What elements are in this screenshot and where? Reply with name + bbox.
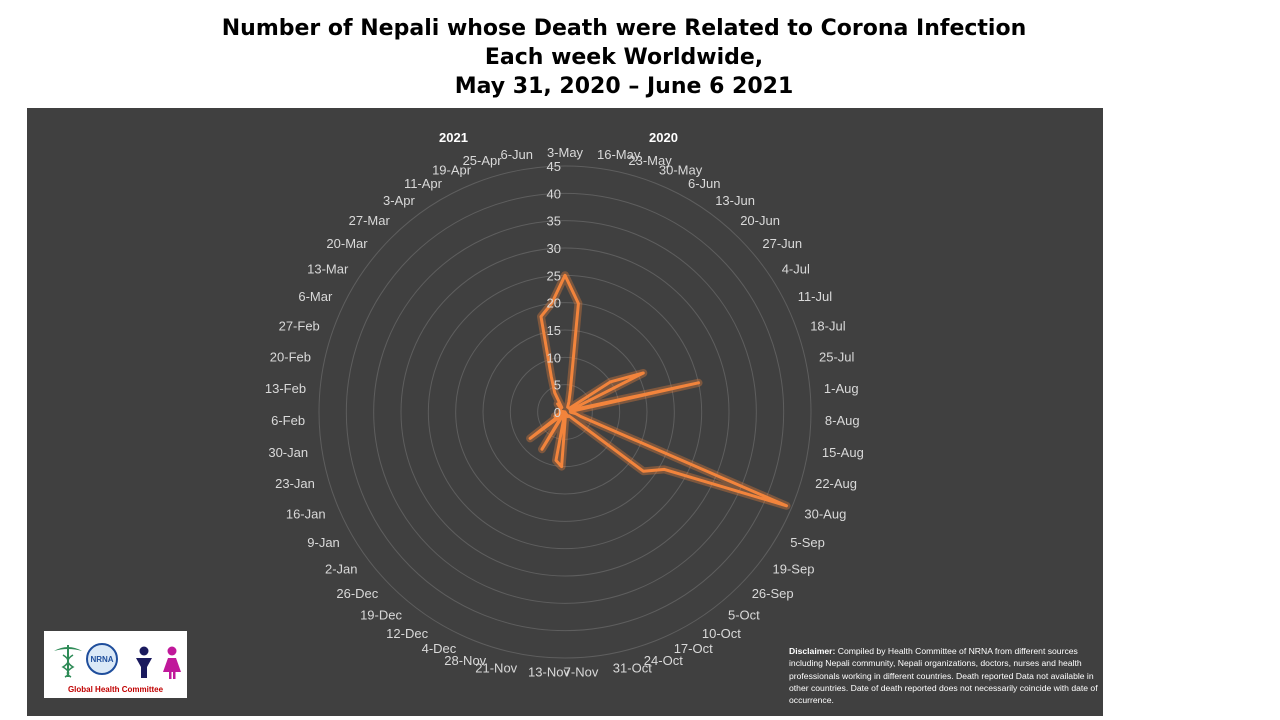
category-label: 26-Sep [752, 586, 794, 601]
disclaimer: Disclaimer: Compiled by Health Committee… [789, 645, 1099, 706]
category-label: 27-Feb [279, 319, 320, 334]
category-label: 1-Aug [824, 381, 859, 396]
category-label: 21-Nov [475, 661, 517, 676]
category-label: 19-Sep [773, 562, 815, 577]
category-label: 13-Feb [265, 381, 306, 396]
year-label-2021: 2021 [439, 130, 468, 145]
category-label: 17-Oct [674, 641, 713, 656]
category-label: 24-Oct [644, 653, 683, 668]
category-label: 5-Sep [790, 535, 825, 550]
radial-tick-label: 20 [547, 296, 561, 311]
grid-ring-15 [482, 329, 648, 495]
category-label: 13-Jun [715, 193, 755, 208]
caduceus-icon [54, 645, 82, 678]
category-label: 8-Aug [825, 413, 860, 428]
category-label: 16-May [597, 147, 641, 162]
category-label: 30-Aug [804, 506, 846, 521]
category-label: 19-Dec [360, 608, 402, 623]
category-label: 20-Mar [326, 236, 368, 251]
category-label: 20-Feb [270, 349, 311, 364]
radial-tick-label: 45 [547, 159, 561, 174]
category-label: 12-Dec [386, 626, 428, 641]
radial-tick-label: 25 [547, 268, 561, 283]
category-label: 3-Apr [383, 193, 415, 208]
grid-ring-10 [509, 356, 621, 468]
category-label: 10-Oct [702, 626, 741, 641]
category-label: 4-Dec [422, 641, 457, 656]
grid-ring-20 [455, 302, 675, 522]
grid-ring-45 [318, 165, 812, 659]
radar-chart: 0 5 10 15 20 25 30 35 40 45 3-May 16-May23-May30-M… [265, 130, 864, 680]
category-label: 31-Oct [613, 661, 652, 676]
category-label: 5-Oct [728, 608, 760, 623]
category-label: 30-May [659, 163, 703, 178]
category-label: 26-Dec [336, 586, 378, 601]
category-label: 9-Jan [307, 535, 340, 550]
logo-caption: Global Health Committee [67, 685, 164, 694]
category-label: 19-Apr [432, 163, 472, 178]
category-label: 7-Nov [564, 665, 599, 680]
radial-tick-label: 10 [547, 350, 561, 365]
category-label: 6-Jun [500, 147, 533, 162]
disclaimer-text: Compiled by Health Committee of NRNA fro… [789, 646, 1098, 706]
year-label-2020: 2020 [649, 130, 678, 145]
category-label: 6-Feb [271, 413, 305, 428]
category-label: 6-Mar [298, 289, 333, 304]
person-icon-male [136, 646, 152, 678]
radial-tick-label: 0 [554, 405, 561, 420]
category-label: 2-Jan [325, 562, 358, 577]
category-label: 4-Jul [782, 261, 810, 276]
chart-panel: 0 5 10 15 20 25 30 35 40 45 3-May 16-May 23-May 30-M… [27, 108, 1103, 716]
nrna-logo-graphic: NRNA [54, 643, 181, 679]
series-layer [526, 271, 791, 510]
chart-title: Number of Nepali whose Death were Relate… [0, 14, 1248, 101]
category-label: 13-Mar [307, 261, 349, 276]
category-label: 3-May [547, 145, 584, 160]
category-label: 27-Mar [349, 213, 391, 228]
category-label: 18-Jul [810, 319, 846, 334]
grid-ring-40 [345, 192, 785, 632]
category-label: 28-Nov [444, 653, 486, 668]
category-label: 13-Nov [528, 665, 570, 680]
grid-ring-35 [373, 220, 757, 604]
nrna-globe-icon: NRNA [86, 643, 118, 675]
category-label: 25-Jul [819, 349, 855, 364]
category-label: 27-Jun [762, 236, 802, 251]
category-label: 25-Apr [463, 153, 503, 168]
category-label: 20-Jun [740, 213, 780, 228]
series-line [528, 273, 788, 508]
chart-title-line-1: Number of Nepali whose Death were Relate… [221, 16, 1027, 41]
category-label: 11-Jul [798, 289, 833, 304]
chart-title-line-3: May 31, 2020 – June 6 2021 [454, 74, 794, 99]
category-label: 15-Aug [822, 445, 864, 460]
nrna-logo: NRNA Global Health Committee [44, 631, 187, 698]
category-label: 16-Jan [286, 506, 326, 521]
nrna-logo-text: NRNA [90, 655, 113, 664]
category-label: 22-Aug [815, 476, 857, 491]
category-label: 23-May [628, 153, 672, 168]
person-icon-female [163, 646, 181, 679]
radial-tick-label: 15 [547, 323, 561, 338]
category-label: 23-Jan [275, 476, 315, 491]
grid-ring-30 [400, 247, 730, 577]
category-label: 11-Apr [404, 176, 443, 191]
radial-tick-layer: 0 5 10 15 20 25 30 35 40 45 [547, 159, 561, 420]
disclaimer-label: Disclaimer: [789, 646, 836, 656]
category-label: 6-Jun [688, 176, 721, 191]
chart-title-line-2: Each week Worldwide, [484, 45, 764, 70]
radial-tick-label: 30 [547, 241, 561, 256]
radial-tick-label: 40 [547, 186, 561, 201]
radial-tick-label: 5 [554, 378, 561, 393]
radial-tick-label: 35 [547, 214, 561, 229]
category-label-layer: 3-May 16-May23-May30-May6-Jun13-Jun20-Jun… [265, 145, 864, 680]
category-label: 30-Jan [268, 445, 308, 460]
